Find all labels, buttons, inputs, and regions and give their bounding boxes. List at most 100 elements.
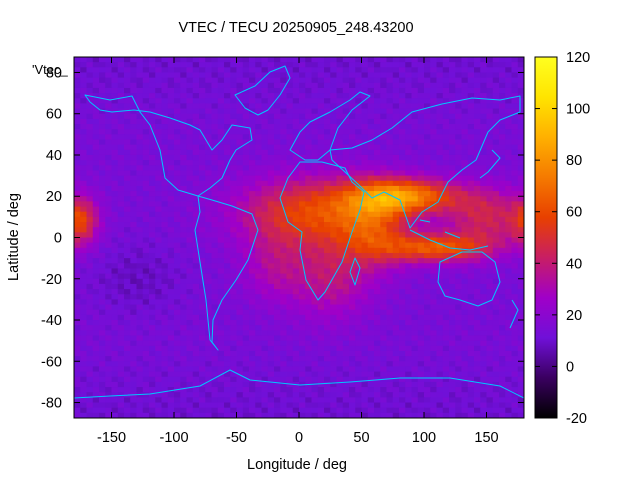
heatmap-cell	[311, 211, 319, 218]
heatmap-cell	[499, 103, 506, 110]
heatmap-cell	[92, 72, 100, 79]
heatmap-cell	[405, 376, 413, 383]
heatmap-cell	[361, 222, 369, 228]
heatmap-cell	[374, 180, 381, 187]
heatmap-cell	[474, 113, 481, 120]
heatmap-cell	[155, 222, 163, 228]
heatmap-cell	[336, 124, 344, 130]
heatmap-cell	[474, 237, 481, 244]
heatmap-cell	[417, 185, 425, 192]
heatmap-cell	[380, 320, 388, 326]
heatmap-cell	[105, 227, 113, 233]
heatmap-cell	[411, 201, 419, 208]
heatmap-cell	[374, 196, 381, 202]
heatmap-cell	[80, 356, 88, 362]
heatmap-cell	[155, 289, 163, 295]
heatmap-cell	[236, 196, 244, 202]
heatmap-cell	[399, 185, 406, 192]
heatmap-cell	[330, 397, 338, 404]
heatmap-cell	[317, 206, 325, 213]
heatmap-cell	[180, 108, 188, 115]
heatmap-cell	[249, 304, 256, 311]
heatmap-cell	[249, 201, 256, 208]
heatmap-cell	[436, 124, 444, 130]
heatmap-cell	[442, 185, 450, 192]
heatmap-cell	[511, 77, 519, 84]
heatmap-cell	[261, 309, 269, 316]
heatmap-cell	[124, 361, 131, 368]
heatmap-cell	[261, 330, 269, 337]
heatmap-cell	[386, 252, 394, 259]
heatmap-cell	[167, 278, 175, 285]
heatmap-cell	[174, 325, 181, 331]
heatmap-cell	[105, 87, 113, 94]
heatmap-cell	[142, 392, 150, 398]
heatmap-cell	[442, 108, 450, 115]
heatmap-cell	[311, 93, 319, 99]
heatmap-cell	[86, 268, 94, 275]
heatmap-cell	[117, 263, 125, 270]
heatmap-cell	[111, 67, 119, 74]
heatmap-cell	[155, 258, 163, 264]
heatmap-cell	[186, 371, 194, 378]
heatmap-cell	[161, 242, 169, 249]
heatmap-cell	[261, 57, 269, 63]
heatmap-cell	[205, 309, 213, 316]
heatmap-cell	[405, 211, 413, 218]
heatmap-cell	[486, 392, 494, 398]
heatmap-cell	[455, 77, 463, 84]
heatmap-cell	[286, 154, 294, 161]
heatmap-cell	[180, 335, 188, 342]
heatmap-cell	[161, 340, 169, 347]
heatmap-cell	[236, 263, 244, 270]
heatmap-cell	[380, 325, 388, 331]
heatmap-cell	[492, 201, 500, 208]
heatmap-cell	[130, 299, 138, 306]
heatmap-cell	[261, 118, 269, 125]
heatmap-cell	[411, 196, 419, 202]
heatmap-cell	[136, 149, 144, 156]
heatmap-cell	[249, 361, 256, 368]
heatmap-cell	[142, 118, 150, 125]
heatmap-cell	[199, 124, 206, 130]
heatmap-cell	[224, 330, 231, 337]
heatmap-cell	[86, 62, 94, 68]
heatmap-cell	[411, 103, 419, 110]
heatmap-cell	[161, 98, 169, 105]
heatmap-cell	[405, 366, 413, 373]
heatmap-cell	[417, 387, 425, 393]
heatmap-cell	[424, 268, 431, 275]
heatmap-cell	[449, 304, 456, 311]
heatmap-cell	[161, 108, 169, 115]
heatmap-cell	[155, 134, 163, 141]
heatmap-cell	[474, 247, 481, 254]
heatmap-cell	[124, 108, 131, 115]
heatmap-cell	[430, 335, 438, 342]
heatmap-cell	[236, 149, 244, 156]
heatmap-cell	[80, 304, 88, 311]
heatmap-cell	[180, 77, 188, 84]
heatmap-cell	[305, 397, 313, 404]
heatmap-cell	[167, 356, 175, 362]
heatmap-cell	[367, 242, 375, 249]
heatmap-cell	[380, 134, 388, 141]
heatmap-cell	[380, 160, 388, 166]
heatmap-cell	[280, 402, 288, 409]
heatmap-cell	[486, 356, 494, 362]
heatmap-cell	[286, 314, 294, 321]
heatmap-cell	[480, 314, 488, 321]
heatmap-cell	[136, 175, 144, 182]
heatmap-cell	[324, 376, 331, 383]
heatmap-cell	[299, 263, 306, 270]
heatmap-cell	[442, 191, 450, 197]
heatmap-cell	[499, 283, 506, 290]
heatmap-cell	[292, 320, 300, 326]
heatmap-cell	[274, 330, 281, 337]
heatmap-cell	[117, 289, 125, 295]
heatmap-cell	[167, 118, 175, 125]
heatmap-cell	[230, 407, 238, 414]
heatmap-cell	[167, 320, 175, 326]
heatmap-cell	[255, 237, 263, 244]
heatmap-cell	[292, 108, 300, 115]
heatmap-cell	[386, 407, 394, 414]
